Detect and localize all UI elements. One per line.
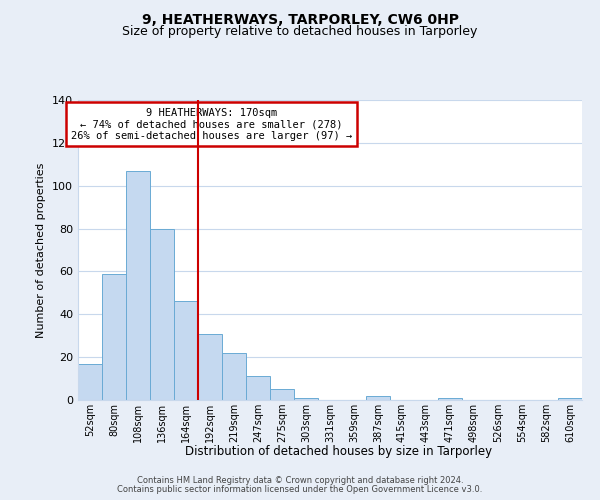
Bar [246,376,270,400]
Bar [558,398,582,400]
Y-axis label: Number of detached properties: Number of detached properties [37,162,46,338]
Bar [438,398,462,400]
Text: 9, HEATHERWAYS, TARPORLEY, CW6 0HP: 9, HEATHERWAYS, TARPORLEY, CW6 0HP [142,12,458,26]
Bar [174,302,198,400]
Bar [150,228,174,400]
Bar [366,396,390,400]
Bar [270,390,294,400]
Bar [222,353,246,400]
Text: Contains HM Land Registry data © Crown copyright and database right 2024.: Contains HM Land Registry data © Crown c… [137,476,463,485]
Bar [126,170,150,400]
Text: 9 HEATHERWAYS: 170sqm
← 74% of detached houses are smaller (278)
26% of semi-det: 9 HEATHERWAYS: 170sqm ← 74% of detached … [71,108,352,140]
Text: Size of property relative to detached houses in Tarporley: Size of property relative to detached ho… [122,25,478,38]
Text: Contains public sector information licensed under the Open Government Licence v3: Contains public sector information licen… [118,485,482,494]
Bar [294,398,318,400]
Text: Distribution of detached houses by size in Tarporley: Distribution of detached houses by size … [185,444,493,458]
Bar [102,274,126,400]
Bar [78,364,102,400]
Bar [198,334,222,400]
